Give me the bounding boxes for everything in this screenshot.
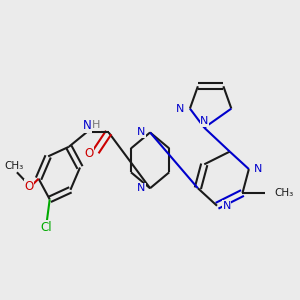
Text: N: N [254, 164, 262, 174]
Text: CH₃: CH₃ [4, 161, 23, 171]
Text: H: H [92, 121, 100, 130]
Text: N: N [83, 119, 92, 132]
Text: N: N [200, 116, 208, 126]
Text: CH₃: CH₃ [274, 188, 294, 198]
Text: N: N [137, 128, 146, 137]
Text: O: O [24, 179, 34, 193]
Text: Cl: Cl [41, 220, 52, 234]
Text: O: O [84, 147, 94, 160]
Text: N: N [137, 183, 146, 193]
Text: N: N [222, 201, 231, 211]
Text: N: N [176, 103, 184, 114]
